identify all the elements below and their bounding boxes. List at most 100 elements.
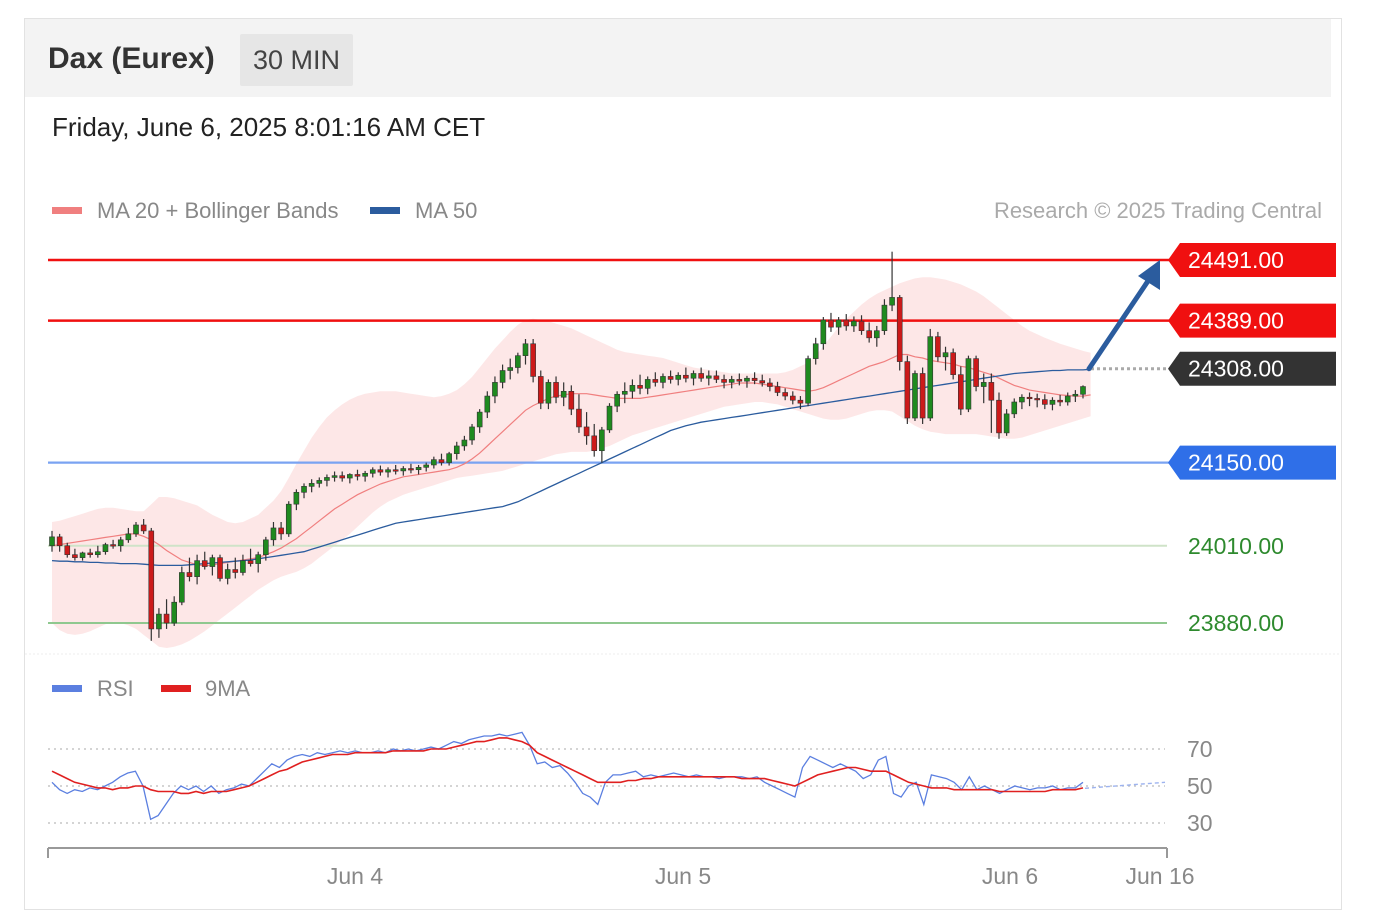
ma20-legend-label: MA 20 + Bollinger Bands (97, 198, 339, 223)
candle (347, 473, 353, 484)
candle (851, 316, 857, 332)
price-tag-24150.00: 24150.00 (1168, 445, 1336, 480)
candle-body (377, 469, 384, 473)
timestamp: Friday, June 6, 2025 8:01:16 AM CET (52, 112, 486, 142)
candle (476, 409, 483, 433)
candle (377, 465, 384, 476)
candle-body (828, 319, 834, 328)
candle-body (79, 552, 86, 558)
candle-body (553, 382, 559, 398)
candle (140, 519, 147, 534)
candle (644, 376, 651, 395)
candle-body (270, 527, 277, 541)
candle (919, 367, 926, 424)
candle (950, 348, 956, 380)
candle-body (805, 358, 811, 404)
candle-body (140, 524, 147, 532)
candle-body (347, 474, 353, 479)
candle (751, 372, 758, 385)
candle (362, 470, 368, 482)
candle-body (446, 453, 452, 463)
candle (400, 466, 407, 476)
candle (736, 373, 743, 386)
candle (576, 394, 582, 433)
candle (308, 479, 315, 493)
candle (110, 539, 116, 549)
candle (423, 462, 430, 472)
rsi-tick-70: 70 (1187, 736, 1213, 762)
candle-body (209, 557, 216, 567)
ma9-legend-swatch (161, 685, 191, 692)
candle-body (751, 377, 758, 381)
candle (469, 423, 475, 445)
candle (866, 322, 872, 343)
candle-body (980, 382, 987, 387)
candle-body (591, 435, 598, 452)
candle-body (675, 374, 682, 380)
candle-body (293, 491, 300, 505)
candle (614, 391, 620, 413)
candle-body (515, 355, 521, 368)
candle (537, 370, 544, 410)
candle-body (652, 379, 659, 383)
candle-body (186, 572, 193, 577)
candle-body (476, 411, 483, 428)
price-tag-24389.00: 24389.00 (1168, 303, 1336, 338)
candle (385, 467, 391, 478)
candle-body (1080, 386, 1086, 395)
candle-body (1049, 399, 1056, 405)
candle (1042, 394, 1048, 410)
candle-body (1019, 396, 1025, 403)
candle (240, 554, 246, 576)
candle (637, 374, 643, 395)
candle (95, 545, 101, 558)
candle-body (843, 319, 850, 327)
candle (988, 373, 995, 433)
bollinger-band (52, 277, 1091, 648)
candle-body (49, 536, 55, 547)
candle (499, 364, 506, 389)
rsi-line (51, 731, 1084, 821)
candle (484, 391, 491, 419)
candle-body (683, 374, 689, 379)
ma50-legend-swatch (370, 207, 400, 214)
candle-body (95, 551, 101, 555)
candle (789, 391, 796, 405)
candle-body (789, 395, 796, 401)
candle (652, 372, 659, 387)
candle (1049, 397, 1056, 411)
candle (621, 382, 628, 404)
candle-body (1026, 396, 1033, 400)
candle-body (179, 572, 185, 603)
candle (599, 426, 605, 463)
candle (728, 375, 735, 389)
candle (492, 376, 498, 404)
candle (759, 374, 766, 387)
candle-body (782, 392, 788, 397)
candle (683, 367, 689, 383)
timeframe-badge[interactable]: 30 MIN (240, 34, 354, 86)
candle (339, 471, 346, 482)
candle-body (278, 527, 284, 535)
candle-body (912, 373, 918, 419)
candle-body (1072, 393, 1079, 397)
candle (835, 317, 842, 335)
candle-body (301, 486, 307, 493)
candle-body (721, 379, 727, 383)
candle-body (72, 554, 78, 558)
candle-body (644, 379, 651, 389)
candle-body (904, 361, 911, 419)
candle (881, 299, 888, 335)
candle-body (469, 426, 475, 441)
candle (117, 536, 124, 552)
candle-body (866, 330, 872, 339)
candle (369, 467, 376, 478)
candle (1064, 392, 1071, 406)
candle-body (522, 343, 529, 356)
candle (629, 379, 636, 399)
candle (1026, 392, 1033, 407)
candle-body (744, 377, 750, 382)
candle (705, 370, 712, 386)
candle (973, 355, 979, 392)
candle-body (87, 552, 93, 555)
